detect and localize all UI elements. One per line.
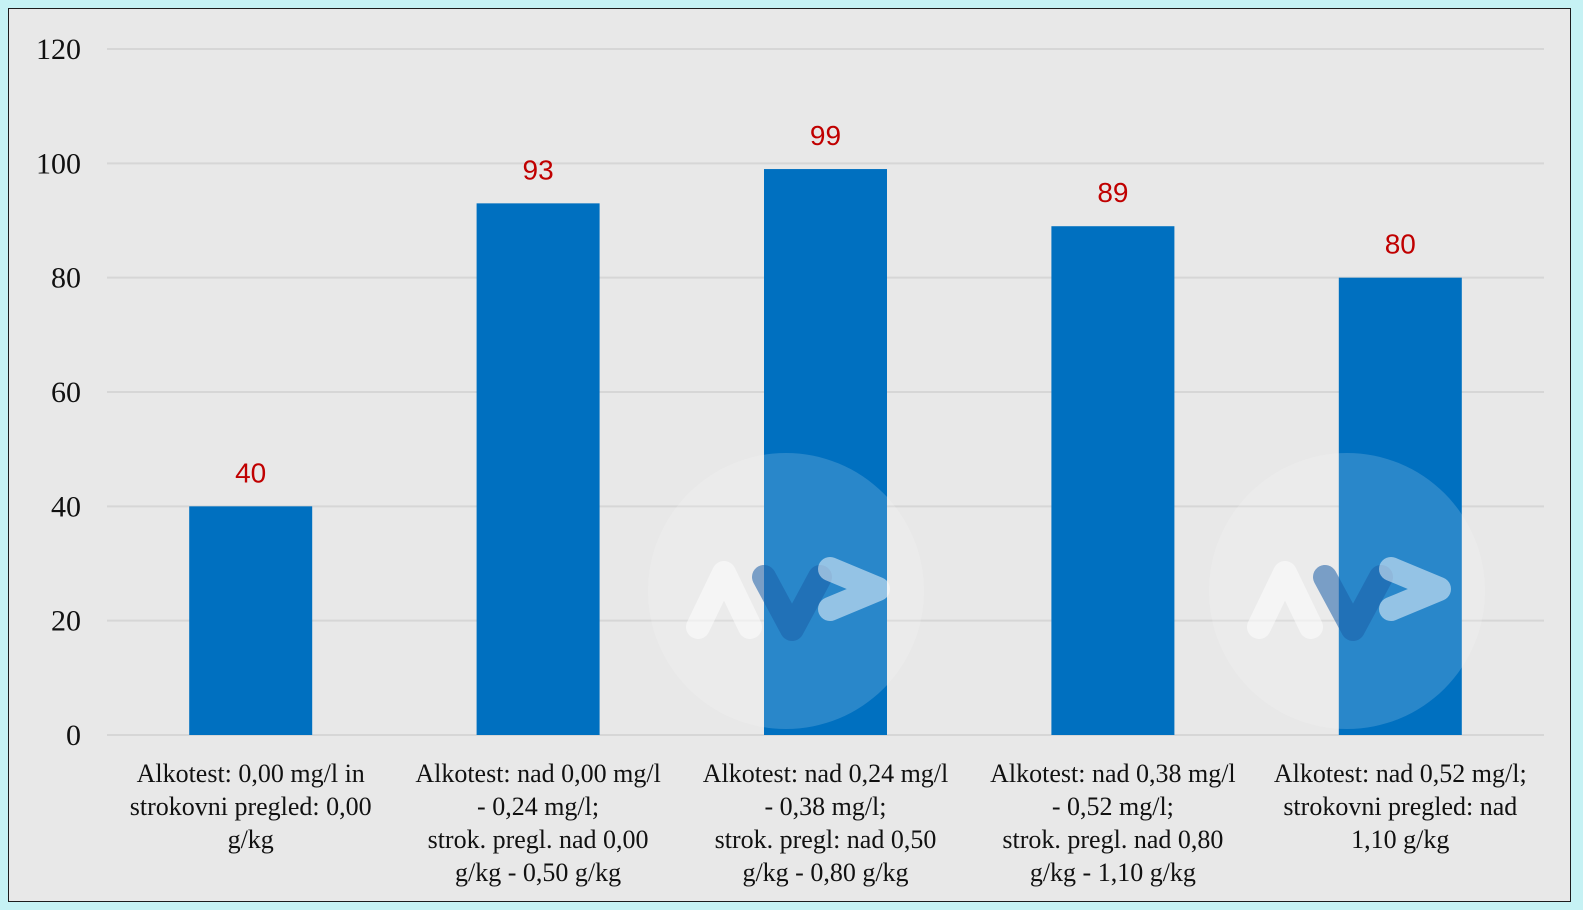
data-labels: 40 93 99 89 80: [235, 120, 1416, 488]
chart-frame: 0 20 40 60 80 100 120 40 93 99 89 80 Alkotest: 0,0…: [8, 8, 1571, 902]
watermarks: [648, 453, 1485, 729]
watermark-glyph-a: [686, 561, 762, 639]
watermark-glyph-v: [752, 565, 832, 641]
bar-1: [189, 506, 313, 735]
watermark-glyph-a: [1247, 561, 1323, 639]
bar-4: [1051, 226, 1175, 735]
watermark-circle: [1209, 453, 1485, 729]
bar-3: [764, 169, 887, 736]
category-label-5: Alkotest: nad 0,52 mg/l; strokovni pregl…: [1273, 759, 1527, 854]
data-label-1: 40: [235, 457, 266, 488]
category-label-2: Alkotest: nad 0,00 mg/l - 0,24 mg/l; str…: [415, 759, 661, 887]
y-tick-label-40: 40: [51, 490, 81, 523]
y-tick-label-80: 80: [51, 262, 81, 295]
y-axis-tick-labels: 0 20 40 60 80 100 120: [36, 33, 81, 752]
data-label-3: 99: [810, 120, 841, 151]
category-label-1: Alkotest: 0,00 mg/l in strokovni pregled…: [129, 759, 372, 854]
data-label-5: 80: [1385, 229, 1416, 260]
bars: [189, 169, 1462, 736]
watermark-logo-1: [648, 453, 924, 729]
category-label-4: Alkotest: nad 0,38 mg/l - 0,52 mg/l; str…: [990, 759, 1236, 887]
y-tick-label-60: 60: [51, 376, 81, 409]
y-tick-label-20: 20: [51, 605, 81, 638]
bar-2: [476, 203, 600, 736]
watermark-glyph-v: [1313, 565, 1393, 641]
bar-5: [1338, 277, 1462, 735]
bar-chart: 0 20 40 60 80 100 120 40 93 99 89 80: [36, 33, 1544, 752]
watermark-circle: [648, 453, 924, 729]
data-label-2: 93: [523, 154, 554, 185]
category-label-3: Alkotest: nad 0,24 mg/l - 0,38 mg/l; str…: [702, 759, 949, 887]
watermark-logo-2: [1209, 453, 1485, 729]
y-tick-label-100: 100: [36, 147, 81, 180]
y-tick-label-120: 120: [36, 33, 81, 66]
data-label-4: 89: [1097, 177, 1128, 208]
watermark-glyph-arrow: [818, 557, 890, 621]
y-tick-label-0: 0: [66, 719, 81, 752]
watermark-glyph-arrow: [1379, 557, 1451, 621]
